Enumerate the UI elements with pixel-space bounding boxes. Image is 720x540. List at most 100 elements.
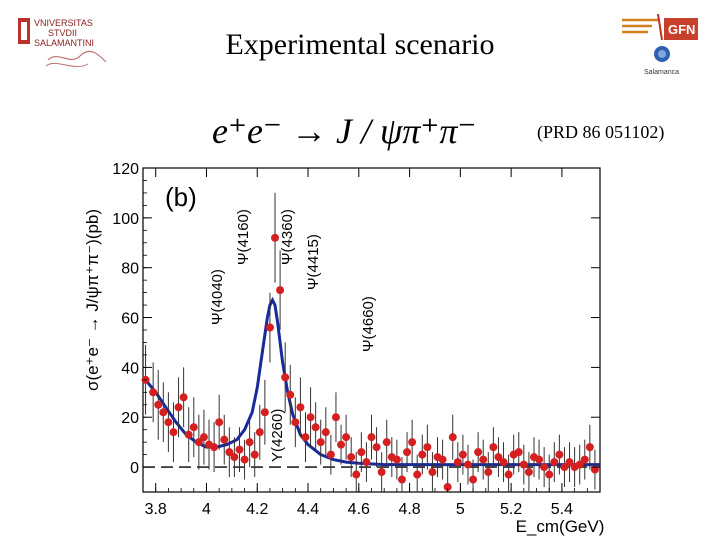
data-point	[159, 408, 168, 417]
data-point	[443, 483, 452, 492]
data-point	[565, 458, 574, 467]
svg-text:GFN: GFN	[668, 22, 695, 37]
data-point	[494, 453, 503, 462]
data-point	[331, 413, 340, 422]
university-logo: VNIVERSITAS STVDII SALAMANTINI	[18, 14, 130, 78]
data-point	[514, 448, 523, 457]
reaction-formula: e⁺e⁻ → J / ψπ⁺π⁻	[212, 111, 477, 151]
data-point	[174, 403, 183, 412]
data-point	[194, 438, 203, 447]
data-point	[474, 448, 483, 457]
data-point	[413, 470, 422, 479]
data-point	[372, 443, 381, 452]
data-point	[540, 463, 549, 472]
svg-text:SALAMANTINI: SALAMANTINI	[34, 38, 94, 48]
data-point	[296, 403, 305, 412]
data-point	[245, 438, 254, 447]
resonance-label: Ψ(4660)	[360, 296, 377, 352]
svg-text:Salamanca: Salamanca	[644, 69, 679, 76]
data-point	[585, 443, 594, 452]
data-point	[286, 390, 295, 399]
data-point	[397, 475, 406, 484]
y-tick-label: 0	[130, 460, 139, 477]
data-point	[184, 430, 193, 439]
data-point	[555, 450, 564, 459]
svg-text:STVDII: STVDII	[48, 28, 77, 38]
y-tick-label: 40	[121, 360, 139, 377]
data-point	[580, 455, 589, 464]
data-point	[453, 458, 462, 467]
data-point	[362, 458, 371, 467]
resonance-label: Ψ(4360)	[279, 209, 296, 265]
data-point	[347, 453, 356, 462]
data-point	[403, 448, 412, 457]
data-point	[189, 423, 198, 432]
data-point	[260, 408, 269, 417]
data-point	[352, 470, 361, 479]
data-point	[240, 455, 249, 464]
data-point	[342, 433, 351, 442]
data-point	[225, 448, 234, 457]
data-point	[479, 455, 488, 464]
data-point	[545, 470, 554, 479]
data-point	[428, 468, 437, 477]
data-point	[255, 428, 264, 437]
data-point	[321, 428, 330, 437]
data-point	[463, 460, 472, 469]
data-point	[469, 475, 478, 484]
data-point	[265, 323, 274, 332]
data-point	[448, 433, 457, 442]
y-tick-label: 60	[121, 311, 139, 328]
data-point	[377, 468, 386, 477]
data-point	[438, 455, 447, 464]
data-point	[357, 448, 366, 457]
data-point	[230, 453, 239, 462]
y-tick-label: 100	[112, 211, 139, 228]
data-point	[392, 455, 401, 464]
data-point	[524, 468, 533, 477]
data-point	[291, 418, 300, 427]
data-point	[179, 393, 188, 402]
resonance-label: Y(4260)	[269, 409, 286, 462]
data-point	[306, 413, 315, 422]
data-point	[504, 470, 513, 479]
data-point	[489, 443, 498, 452]
x-tick-label: 5	[456, 501, 465, 518]
data-point	[154, 400, 163, 409]
data-point	[276, 286, 285, 295]
gfn-logo: GFN Salamanca	[618, 10, 714, 78]
data-point	[367, 433, 376, 442]
x-tick-label: 4.2	[246, 501, 268, 518]
data-point	[484, 468, 493, 477]
y-tick-label: 20	[121, 410, 139, 427]
y-tick-label: 120	[112, 161, 139, 178]
data-point	[408, 438, 417, 447]
data-point	[301, 433, 310, 442]
data-point	[575, 460, 584, 469]
x-tick-label: 3.8	[145, 501, 167, 518]
x-tick-label: 5.2	[500, 501, 522, 518]
data-point	[199, 433, 208, 442]
x-tick-label: 4.8	[398, 501, 420, 518]
x-tick-label: 4	[202, 501, 211, 518]
data-point	[169, 428, 178, 437]
data-point	[382, 438, 391, 447]
x-tick-label: 4.4	[297, 501, 319, 518]
x-axis-title: E_cm(GeV)	[516, 517, 605, 536]
data-point	[164, 418, 173, 427]
y-axis-title: σ(e⁺e⁻ → J/ψπ⁺π⁻)(pb)	[83, 209, 102, 391]
page-title: Experimental scenario	[225, 28, 495, 61]
data-point	[250, 450, 259, 459]
data-point	[519, 460, 528, 469]
data-point	[423, 443, 432, 452]
x-tick-label: 5.4	[551, 501, 573, 518]
data-point	[271, 233, 280, 242]
data-point	[326, 450, 335, 459]
data-point	[215, 418, 224, 427]
data-point	[499, 458, 508, 467]
data-point	[316, 438, 325, 447]
panel-label: (b)	[165, 182, 197, 212]
data-point	[281, 373, 290, 382]
data-point	[337, 440, 346, 449]
